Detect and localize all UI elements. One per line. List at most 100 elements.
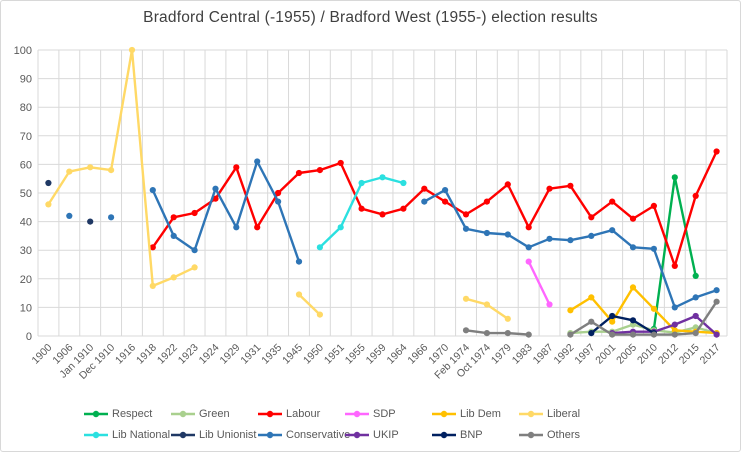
svg-text:1924: 1924: [197, 342, 222, 367]
svg-text:2015: 2015: [677, 342, 702, 367]
data-point: [629, 317, 637, 324]
data-point: [128, 46, 136, 54]
svg-text:1950: 1950: [301, 342, 326, 367]
data-point: [546, 235, 553, 242]
data-point: [692, 192, 699, 199]
data-point: [212, 195, 219, 202]
svg-text:1992: 1992: [552, 342, 577, 367]
data-point: [212, 185, 219, 192]
data-point: [504, 231, 511, 238]
data-point: [87, 218, 94, 225]
data-point: [170, 214, 177, 221]
data-point: [295, 169, 303, 177]
data-point: [692, 330, 699, 337]
data-point: [421, 185, 428, 192]
data-point: [45, 179, 52, 187]
legend-item-lib-dem: Lib Dem: [431, 408, 518, 420]
data-point: [546, 301, 553, 308]
legend-item-respect: Respect: [83, 408, 170, 420]
data-point: [546, 185, 553, 192]
data-point: [233, 164, 240, 171]
data-point: [295, 258, 303, 265]
data-point: [713, 148, 720, 155]
svg-text:1983: 1983: [510, 342, 535, 367]
data-point: [692, 294, 699, 301]
data-point: [671, 262, 678, 269]
data-point: [588, 318, 595, 325]
svg-text:1922: 1922: [155, 342, 180, 367]
legend-label: BNP: [460, 428, 483, 441]
legend-item-conservative: Conservative: [257, 429, 350, 441]
data-point: [108, 214, 115, 221]
legend-label: Conservative: [286, 428, 351, 441]
data-point: [108, 167, 115, 174]
data-point: [337, 159, 344, 167]
data-point: [609, 198, 616, 205]
series-respect: [650, 174, 699, 332]
data-point: [671, 321, 678, 328]
legend-label: Lib Unionist: [199, 428, 257, 441]
data-point: [275, 189, 282, 197]
legend-swatch-sdp-icon: [345, 410, 369, 417]
legend-label: Green: [199, 407, 230, 420]
data-point: [567, 182, 574, 189]
legend-label: SDP: [373, 407, 396, 420]
data-point: [483, 301, 490, 308]
legend-item-lib-national: Lib National: [83, 429, 170, 441]
svg-text:1931: 1931: [238, 342, 263, 367]
legend-swatch-liberal-icon: [519, 410, 543, 417]
gridlines: [37, 49, 728, 337]
data-point: [525, 331, 532, 338]
legend-item-liberal: Liberal: [518, 408, 605, 420]
legend-label: Lib National: [112, 428, 171, 441]
data-point: [170, 274, 177, 281]
data-point: [609, 227, 616, 234]
legend-label: UKIP: [373, 428, 399, 441]
legend-item-others: Others: [518, 429, 605, 441]
data-point: [316, 244, 323, 251]
data-point: [442, 198, 449, 205]
data-point: [671, 304, 678, 311]
data-point: [525, 244, 532, 251]
data-point: [713, 298, 720, 305]
svg-text:1959: 1959: [364, 342, 389, 367]
svg-text:1916: 1916: [113, 342, 138, 367]
svg-text:2010: 2010: [635, 342, 660, 367]
legend-item-labour: Labour: [257, 408, 344, 420]
data-point: [149, 282, 156, 289]
data-point: [191, 247, 198, 254]
data-point: [629, 244, 637, 251]
svg-text:100: 100: [14, 45, 32, 57]
data-point: [421, 198, 428, 205]
data-point: [650, 202, 658, 209]
data-point: [442, 187, 449, 194]
data-point: [483, 198, 490, 205]
data-point: [170, 232, 177, 239]
data-point: [713, 287, 720, 294]
chart-legend: Respect Green Labour SDP Lib Dem Liberal Lib N…: [83, 403, 605, 445]
data-point: [379, 211, 386, 218]
svg-text:20: 20: [20, 274, 32, 286]
series-lib-unionist: [45, 179, 94, 225]
legend-label: Liberal: [547, 407, 581, 420]
data-point: [525, 258, 532, 265]
data-point: [671, 331, 678, 338]
legend-swatch-green-icon: [171, 410, 195, 417]
svg-text:30: 30: [20, 245, 32, 257]
series-sdp: [525, 258, 553, 308]
data-point: [588, 294, 595, 301]
svg-text:1979: 1979: [489, 342, 514, 367]
data-point: [462, 327, 470, 334]
data-point: [650, 305, 658, 312]
svg-text:1987: 1987: [531, 342, 556, 367]
svg-text:1929: 1929: [217, 342, 242, 367]
svg-text:60: 60: [20, 159, 32, 171]
y-axis-labels: 0 10 20 30 40 50 60 70 80 90 100: [14, 45, 32, 343]
svg-text:2001: 2001: [593, 342, 618, 367]
data-point: [504, 315, 511, 322]
svg-text:0: 0: [26, 331, 32, 343]
data-point: [650, 331, 658, 338]
legend-swatch-lib-unionist-icon: [171, 431, 195, 438]
